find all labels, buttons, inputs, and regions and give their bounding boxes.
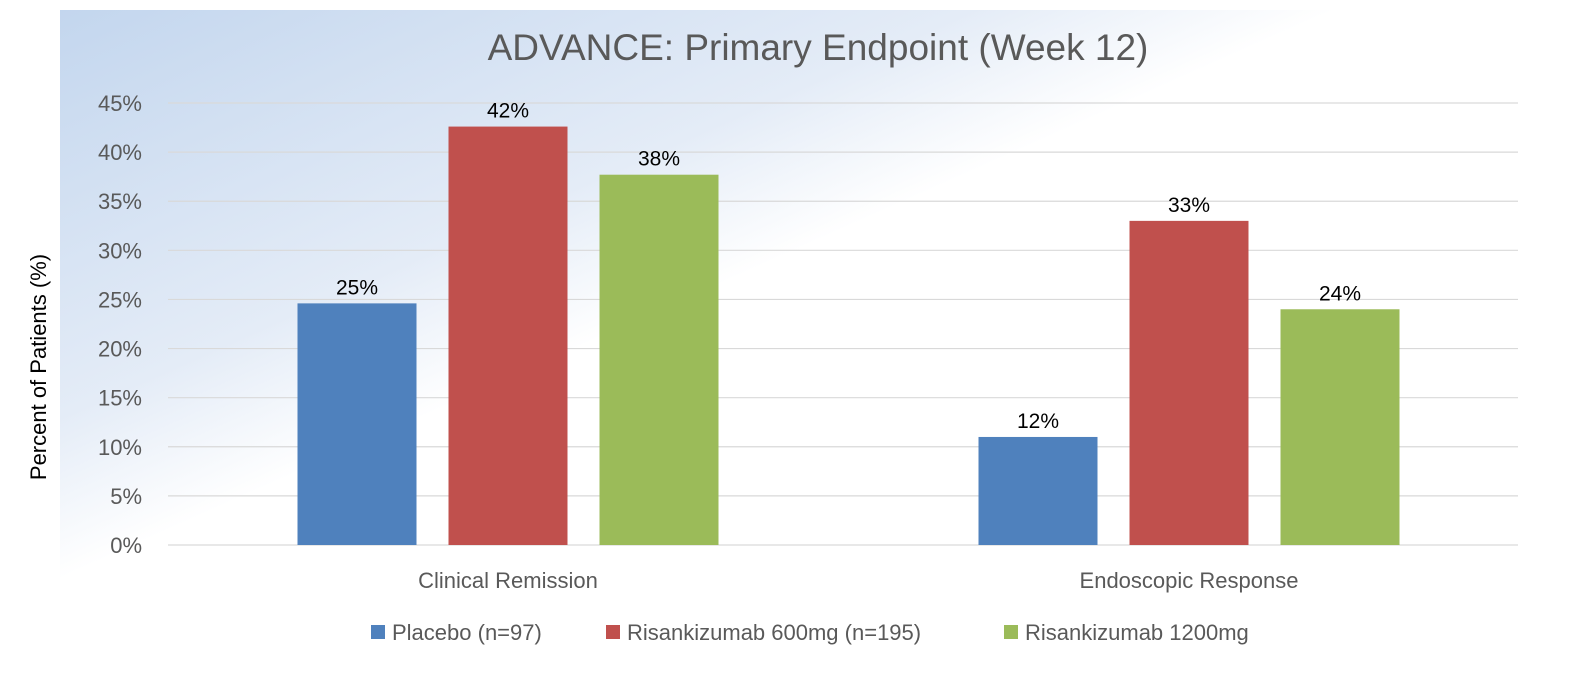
bar bbox=[297, 303, 417, 545]
x-category-label: Clinical Remission bbox=[418, 568, 598, 593]
x-axis-categories: Clinical Remission Endoscopic Response bbox=[418, 568, 1298, 593]
bar bbox=[1129, 220, 1249, 545]
bar bbox=[599, 174, 719, 546]
data-labels: 25% 12% 42% 33% 38% 24% bbox=[336, 100, 1361, 433]
data-label: 33% bbox=[1168, 194, 1210, 217]
bar bbox=[978, 436, 1098, 545]
bars bbox=[297, 126, 1400, 546]
legend-label: Risankizumab 1200mg bbox=[1025, 620, 1249, 645]
y-tick-label: 30% bbox=[98, 238, 142, 263]
data-label: 12% bbox=[1017, 410, 1059, 433]
y-tick-label: 0% bbox=[110, 533, 142, 558]
x-category-label: Endoscopic Response bbox=[1080, 568, 1299, 593]
y-axis-label: Percent of Patients (%) bbox=[26, 254, 51, 480]
legend-swatch bbox=[1004, 625, 1018, 639]
y-tick-label: 25% bbox=[98, 287, 142, 312]
data-label: 38% bbox=[638, 148, 680, 171]
y-tick-label: 20% bbox=[98, 337, 142, 362]
data-label: 42% bbox=[487, 100, 529, 123]
legend-label: Risankizumab 600mg (n=195) bbox=[627, 620, 921, 645]
y-tick-label: 15% bbox=[98, 386, 142, 411]
bar bbox=[1280, 309, 1400, 545]
data-label: 25% bbox=[336, 276, 378, 299]
y-tick-label: 35% bbox=[98, 189, 142, 214]
legend-label: Placebo (n=97) bbox=[392, 620, 542, 645]
legend-swatch bbox=[371, 625, 385, 639]
y-tick-label: 40% bbox=[98, 140, 142, 165]
legend: Placebo (n=97) Risankizumab 600mg (n=195)… bbox=[371, 620, 1249, 645]
y-tick-label: 45% bbox=[98, 91, 142, 116]
chart-title: ADVANCE: Primary Endpoint (Week 12) bbox=[488, 27, 1149, 68]
y-axis-ticks: 0% 5% 10% 15% 20% 25% 30% 35% 40% 45% bbox=[98, 91, 142, 558]
y-tick-label: 5% bbox=[110, 484, 142, 509]
bar bbox=[448, 126, 568, 545]
legend-swatch bbox=[606, 625, 620, 639]
y-tick-label: 10% bbox=[98, 435, 142, 460]
data-label: 24% bbox=[1319, 282, 1361, 305]
